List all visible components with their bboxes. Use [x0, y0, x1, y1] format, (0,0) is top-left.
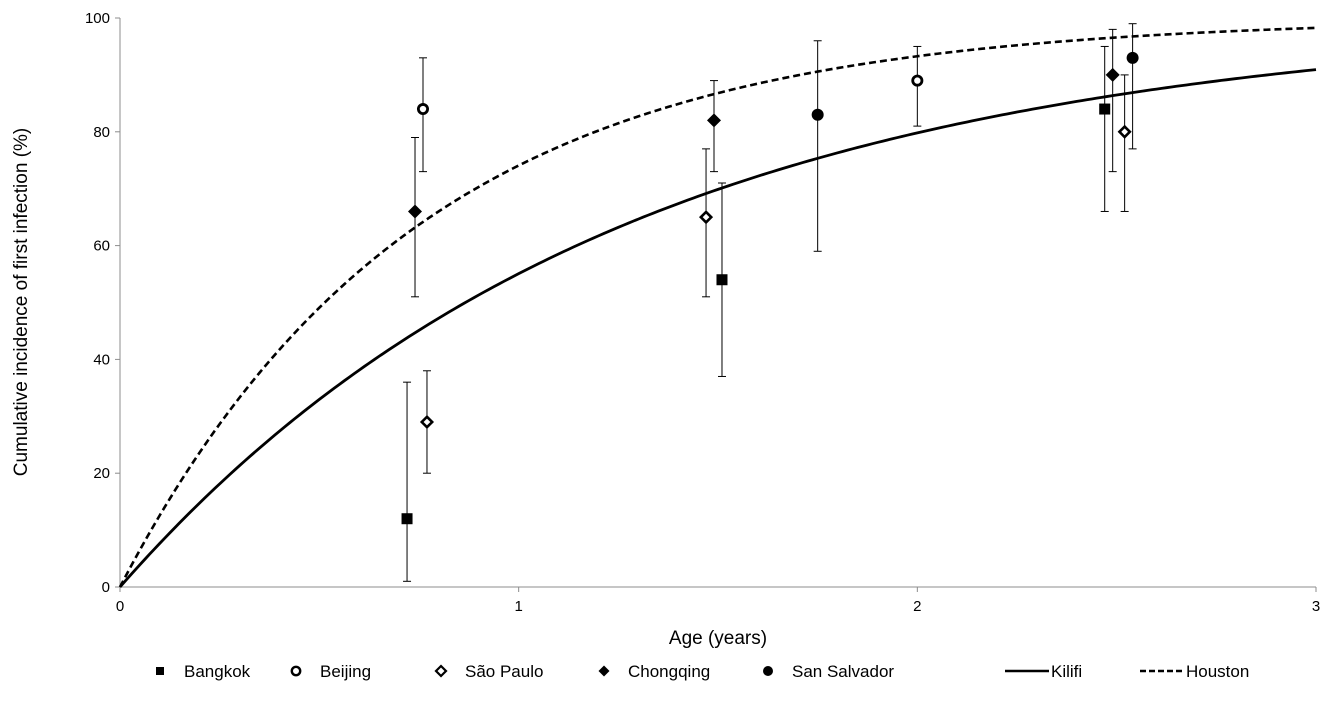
legend-label: Bangkok [184, 662, 251, 681]
y-tick-label: 20 [93, 465, 110, 482]
marker-san-salvador [1126, 51, 1139, 64]
legend-label: São Paulo [465, 662, 543, 681]
point-bangkok [1099, 45, 1111, 212]
point-sao-paulo [1117, 74, 1132, 212]
x-tick-label: 0 [116, 598, 124, 615]
marker-shape [699, 210, 714, 225]
legend-marker [763, 666, 773, 676]
legend-item-sao-paulo: São Paulo [434, 662, 543, 681]
data-points [401, 23, 1139, 582]
point-beijing [416, 57, 429, 173]
marker-shape [1099, 103, 1111, 115]
marker-shape [1105, 67, 1120, 82]
y-tick-label: 100 [85, 10, 110, 27]
legend-marker [434, 664, 448, 678]
marker-shape [1126, 51, 1139, 64]
curve-houston [118, 26, 1317, 588]
legend-item-beijing: Beijing [290, 662, 371, 681]
point-sao-paulo [419, 370, 435, 474]
x-tick-label: 1 [514, 598, 522, 615]
y-tick-label: 80 [93, 124, 110, 141]
legend-label: Houston [1186, 662, 1249, 681]
y-axis-title: Cumulative incidence of first infection … [11, 128, 32, 476]
marker-sao-paulo [1117, 124, 1132, 139]
point-chongqing [1105, 28, 1120, 173]
marker-shape [416, 103, 429, 116]
legend-item-san-salvador: San Salvador [763, 662, 894, 681]
marker-shape [716, 274, 728, 286]
marker-shape [911, 74, 924, 87]
point-sao-paulo [699, 148, 714, 298]
axes: 0 20 40 60 80 100 0 1 2 3 [85, 10, 1320, 615]
legend-marker [290, 665, 302, 677]
marker-shape [1117, 124, 1132, 139]
legend-marker [598, 665, 610, 677]
y-tick-label: 60 [93, 238, 110, 255]
marker-chongqing [707, 113, 722, 128]
marker-beijing [416, 103, 429, 116]
marker-bangkok [401, 513, 413, 525]
x-axis-title: Age (years) [669, 628, 767, 649]
marker-san-salvador [811, 108, 824, 121]
marker-sao-paulo [419, 414, 435, 430]
point-san-salvador [811, 40, 824, 252]
marker-shape [811, 108, 824, 121]
x-tick-label: 3 [1312, 598, 1320, 615]
point-chongqing [408, 136, 423, 298]
marker-shape [707, 113, 722, 128]
point-beijing [911, 45, 924, 127]
curve-kilifi [118, 68, 1317, 588]
y-tick-label: 0 [102, 579, 110, 596]
point-bangkok [716, 182, 728, 377]
legend-item-chongqing: Chongqing [598, 662, 710, 681]
point-bangkok [401, 381, 413, 582]
marker-chongqing [408, 204, 423, 219]
marker-chongqing [1105, 67, 1120, 82]
point-chongqing [707, 80, 722, 173]
x-tick-label: 2 [913, 598, 921, 615]
point-san-salvador [1126, 23, 1139, 150]
legend-label: Chongqing [628, 662, 710, 681]
legend-label: San Salvador [792, 662, 894, 681]
marker-shape [401, 513, 413, 525]
y-tick-label: 40 [93, 351, 110, 368]
legend-item-kilifi: Kilifi [1005, 662, 1082, 681]
legend-item-houston: Houston [1140, 662, 1249, 681]
legend-item-bangkok: Bangkok [156, 662, 251, 681]
marker-bangkok [716, 274, 728, 286]
legend-marker [156, 667, 164, 675]
marker-shape [419, 414, 435, 430]
model-curves [118, 26, 1317, 588]
legend: Bangkok Beijing São Paulo Chongqing San Salv… [156, 662, 1249, 681]
legend-label: Beijing [320, 662, 371, 681]
legend-label: Kilifi [1051, 662, 1082, 681]
marker-beijing [911, 74, 924, 87]
marker-sao-paulo [699, 210, 714, 225]
marker-bangkok [1099, 103, 1111, 115]
marker-shape [408, 204, 423, 219]
